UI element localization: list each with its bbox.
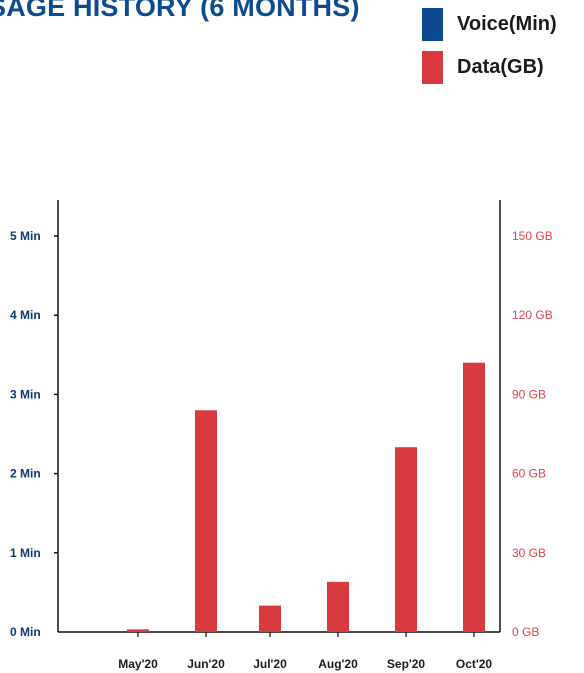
left-tick-label: 3 Min bbox=[10, 387, 41, 401]
x-tick-label: Sep'20 bbox=[387, 657, 426, 671]
legend-item-voice: Voice(Min) bbox=[422, 8, 557, 41]
legend-swatch-voice bbox=[422, 8, 443, 41]
legend-swatch-data bbox=[422, 51, 443, 84]
right-tick-label: 120 GB bbox=[512, 308, 553, 322]
bar-data bbox=[463, 362, 485, 632]
legend-label-data: Data(GB) bbox=[457, 56, 544, 78]
right-tick-label: 0 GB bbox=[512, 625, 539, 639]
left-tick-label: 1 Min bbox=[10, 546, 41, 560]
x-tick-label: May'20 bbox=[118, 657, 158, 671]
legend-item-data: Data(GB) bbox=[422, 51, 557, 84]
legend-label-voice: Voice(Min) bbox=[457, 13, 557, 35]
right-tick-label: 150 GB bbox=[512, 229, 553, 243]
bar-data bbox=[259, 605, 281, 632]
right-tick-label: 60 GB bbox=[512, 467, 546, 481]
bar-data bbox=[327, 581, 349, 632]
chart-legend: Voice(Min) Data(GB) bbox=[422, 8, 557, 94]
x-tick-label: Jun'20 bbox=[187, 657, 225, 671]
left-tick-label: 0 Min bbox=[10, 625, 41, 639]
left-tick-label: 2 Min bbox=[10, 467, 41, 481]
right-tick-label: 90 GB bbox=[512, 387, 546, 401]
chart-title: SAGE HISTORY (6 MONTHS) bbox=[0, 0, 360, 22]
bar-data bbox=[195, 410, 217, 632]
right-tick-label: 30 GB bbox=[512, 546, 546, 560]
x-tick-label: Aug'20 bbox=[318, 657, 358, 671]
x-tick-label: Jul'20 bbox=[253, 657, 287, 671]
left-tick-label: 5 Min bbox=[10, 229, 41, 243]
bar-data bbox=[127, 629, 149, 632]
left-tick-label: 4 Min bbox=[10, 308, 41, 322]
bar-data bbox=[395, 447, 417, 632]
x-tick-label: Oct'20 bbox=[456, 657, 493, 671]
